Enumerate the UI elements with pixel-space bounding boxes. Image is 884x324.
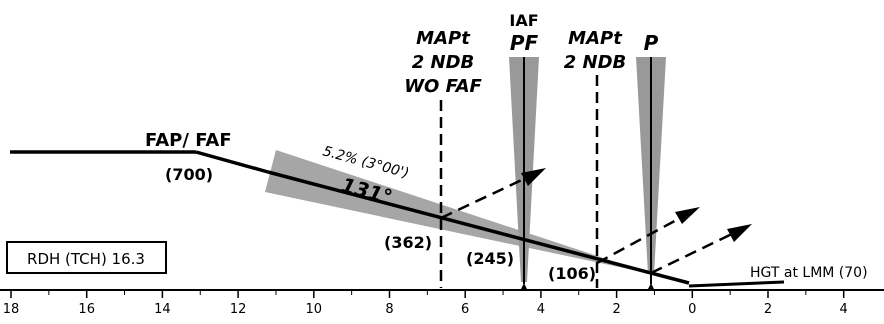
axis-ticks: 18 16 14 12 10 8 6 4 2 0 2 4 <box>3 290 848 317</box>
rdh-box <box>6 241 167 274</box>
initial-descent <box>195 150 269 174</box>
mapt-wo-faf-label-3: WO FAF <box>404 76 482 97</box>
mapt-label-1: MAPt <box>568 28 623 49</box>
axis-tick-label: 14 <box>154 302 171 317</box>
mapt-wo-faf-altitude: (362) <box>384 233 432 252</box>
axis-tick-label: 10 <box>306 302 323 317</box>
glide-path-sector <box>265 150 652 274</box>
axis-tick-label: 18 <box>3 302 20 317</box>
axis-tick-label: 4 <box>840 302 848 317</box>
axis-tick-label: 16 <box>78 302 95 317</box>
axis-tick-label: 12 <box>230 302 247 317</box>
axis-tick-label: 4 <box>537 302 545 317</box>
axis-tick-label: 2 <box>764 302 772 317</box>
axis-tick-label: 8 <box>385 302 393 317</box>
arrowhead-icon <box>521 168 546 186</box>
missed-approach-arrow-3 <box>650 231 735 275</box>
mapt-label-2: 2 NDB <box>564 52 627 73</box>
arrowhead-icon <box>727 224 752 242</box>
mapt-wo-faf-label-2: 2 NDB <box>412 52 475 73</box>
faf-altitude: (700) <box>165 165 213 184</box>
mapt-wo-faf-label-1: MAPt <box>416 28 471 49</box>
p-label: P <box>644 31 659 55</box>
mapt-altitude: (106) <box>548 264 596 283</box>
missed-approach-arrows <box>440 175 735 275</box>
missed-approach-arrow-2 <box>596 215 683 265</box>
pf-label: PF <box>510 31 539 55</box>
rdh-label: RDH (TCH) 16.3 <box>27 250 145 268</box>
runway-segment <box>688 280 785 288</box>
arrowhead-icon <box>675 207 700 224</box>
fap-faf-label: FAP/ FAF <box>145 130 232 151</box>
axis-tick-label: 0 <box>688 302 696 317</box>
hgt-label: HGT at LMM (70) <box>750 265 868 281</box>
final-descent-path <box>267 170 690 285</box>
axis-tick-label: 2 <box>612 302 620 317</box>
pf-altitude: (245) <box>466 249 514 268</box>
missed-approach-arrow-1 <box>440 175 529 220</box>
iaf-label: IAF <box>509 11 538 30</box>
axis-tick-label: 6 <box>461 302 469 317</box>
